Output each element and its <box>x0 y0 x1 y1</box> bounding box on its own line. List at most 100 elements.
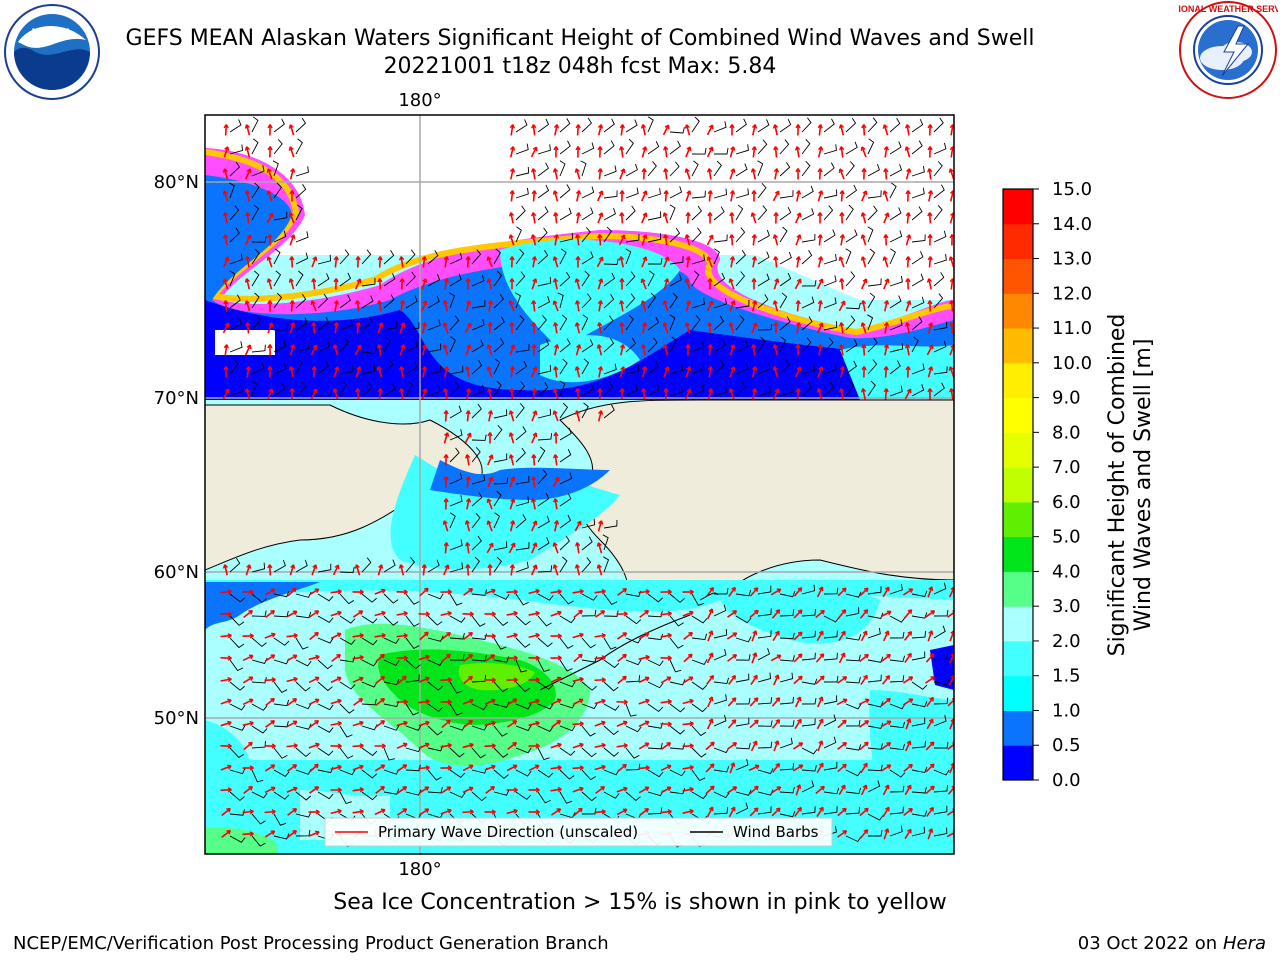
wave-arrow-head <box>333 278 339 283</box>
wave-direction-arrow <box>487 344 493 356</box>
wave-direction-arrow <box>597 520 603 532</box>
wave-arrow-head <box>332 388 338 393</box>
wave-arrow-head <box>531 124 537 129</box>
footer-date: 03 Oct 2022 on Hera <box>1078 933 1266 954</box>
wave-arrow-head <box>797 653 803 659</box>
wave-arrow-head <box>686 300 692 305</box>
wind-barb <box>911 766 928 774</box>
wave-direction-arrow <box>883 212 889 224</box>
wave-arrow-head <box>447 765 452 771</box>
wave-arrow-head <box>575 212 582 217</box>
wind-barb <box>845 360 858 375</box>
wind-barb <box>647 188 661 199</box>
wind-barb <box>867 278 882 287</box>
wave-arrow-head <box>355 388 361 393</box>
wave-direction-arrow <box>572 787 584 793</box>
wave-direction-arrow <box>573 609 583 619</box>
wind-barb <box>603 118 615 133</box>
wave-direction-arrow <box>816 322 824 334</box>
wave-arrow-head <box>509 190 515 195</box>
wind-barb <box>449 365 464 375</box>
wave-arrow-head <box>819 675 825 681</box>
wind-barb <box>405 249 416 265</box>
wave-direction-arrow <box>906 322 910 334</box>
wave-direction-arrow <box>927 322 933 334</box>
wind-barb <box>471 434 487 441</box>
wave-arrow-head <box>557 765 562 771</box>
wave-arrow-head <box>356 278 362 284</box>
wave-direction-arrow <box>949 212 954 224</box>
wave-direction-arrow <box>286 634 298 638</box>
wind-barb <box>581 637 596 649</box>
wind-barb <box>867 292 876 309</box>
wind-barb <box>295 811 312 818</box>
wave-direction-arrow <box>859 741 869 751</box>
wave-direction-arrow <box>286 787 298 793</box>
wind-barb <box>956 381 963 396</box>
wave-arrow-head <box>772 344 778 349</box>
wave-arrow-head <box>644 742 650 748</box>
wind-barb <box>779 609 795 617</box>
wind-barb <box>669 273 682 287</box>
wave-direction-arrow <box>707 256 713 268</box>
wave-arrow-head <box>620 366 626 371</box>
wave-direction-arrow <box>925 763 935 773</box>
wave-arrow-head <box>818 740 824 745</box>
wind-barb <box>845 380 855 397</box>
wave-direction-arrow <box>597 278 603 290</box>
wind-barb <box>757 672 772 683</box>
wave-direction-arrow <box>771 697 781 707</box>
wave-arrow-head <box>666 742 672 747</box>
wave-direction-arrow <box>355 564 361 576</box>
wave-arrow-head <box>531 388 538 393</box>
wind-barb <box>251 182 260 199</box>
wave-direction-arrow <box>224 124 228 136</box>
wave-arrow-head <box>443 542 449 547</box>
wind-barb <box>229 205 240 221</box>
wave-arrow-head <box>689 808 694 815</box>
wind-barb <box>801 185 814 199</box>
wave-direction-arrow <box>374 634 386 638</box>
wave-arrow-head <box>952 808 954 810</box>
wave-direction-arrow <box>550 677 562 683</box>
wind-barb <box>956 119 967 132</box>
wave-arrow-head <box>642 256 648 261</box>
wave-arrow-head <box>378 564 384 569</box>
wave-direction-arrow <box>598 300 602 312</box>
wind-barb <box>669 292 678 309</box>
wind-barb <box>471 513 481 529</box>
wave-direction-arrow <box>528 764 540 772</box>
wave-arrow-head <box>597 388 603 393</box>
wind-barb <box>427 365 442 375</box>
wave-arrow-head <box>728 322 734 327</box>
wave-arrow-head <box>908 807 913 813</box>
wave-arrow-head <box>816 388 822 393</box>
wave-direction-arrow <box>246 366 250 378</box>
wind-barb <box>581 117 593 133</box>
wind-barb <box>801 208 815 221</box>
wind-barb <box>515 542 530 551</box>
wave-arrow-head <box>666 764 672 770</box>
wind-barb <box>867 830 883 837</box>
wave-arrow-head <box>487 410 494 415</box>
wind-barb <box>603 519 618 529</box>
wind-barb <box>537 162 549 177</box>
wave-direction-arrow <box>620 300 624 312</box>
wind-barb <box>229 557 241 573</box>
wave-arrow-head <box>267 234 273 239</box>
wave-arrow-head <box>776 786 782 791</box>
wave-direction-arrow <box>308 655 320 661</box>
wave-direction-arrow <box>308 676 320 684</box>
colorbar-tick-label: 8.0 <box>1052 422 1081 443</box>
wave-direction-arrow <box>881 653 891 663</box>
wave-arrow-head <box>270 588 276 594</box>
wave-direction-arrow <box>242 810 254 814</box>
wave-arrow-head <box>535 720 540 727</box>
wave-arrow-head <box>333 322 339 327</box>
wave-arrow-head <box>249 831 254 837</box>
wave-arrow-head <box>883 168 889 173</box>
wind-barb <box>471 339 484 353</box>
wave-arrow-head <box>839 234 846 239</box>
wave-direction-arrow <box>374 611 386 617</box>
